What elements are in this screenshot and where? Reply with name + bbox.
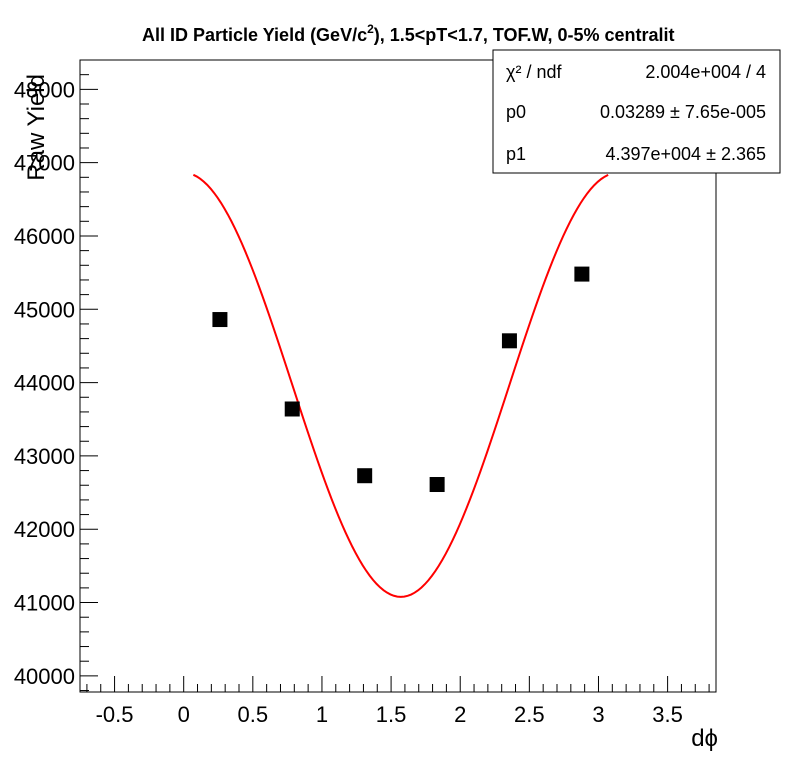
data-points [212,266,590,493]
chart-title: All ID Particle Yield (GeV/c2), 1.5<pT<1… [142,22,675,45]
stats-value-p0: 0.03289 ± 7.65e-005 [600,102,766,122]
x-axis-label: dϕ [691,725,718,752]
stats-box-frame [492,49,781,174]
stats-box: χ² / ndf 2.004e+004 / 4 p0 0.03289 ± 7.6… [492,49,781,174]
x-tick-label: 1 [316,702,328,727]
y-tick-label: 44000 [14,371,75,396]
x-tick-label: 3 [592,702,604,727]
data-point [284,401,300,417]
y-axis-label: Raw Yield [23,74,50,181]
data-point [212,312,228,328]
x-tick-label: 0 [178,702,190,727]
y-tick-label: 45000 [14,297,75,322]
stats-value-p1: 4.397e+004 ± 2.365 [605,144,766,164]
x-tick-label: 1.5 [376,702,407,727]
x-tick-label: 2.5 [514,702,545,727]
y-tick-label: 40000 [14,664,75,689]
x-tick-label: 0.5 [238,702,269,727]
y-tick-label: 47000 [14,151,75,176]
x-axis-ticks [86,676,710,692]
plot-frame [79,59,717,693]
y-tick-label: 46000 [14,224,75,249]
data-point [574,266,590,282]
y-tick-label: 43000 [14,444,75,469]
fit-curve [192,173,609,598]
y-tick-label: 42000 [14,517,75,542]
y-axis-ticks [80,59,98,692]
data-point [429,477,445,493]
x-tick-label: -0.5 [96,702,134,727]
y-tick-labels: 40000 41000 42000 43000 44000 45000 46000 47000… [14,77,75,689]
stats-value-chi2: 2.004e+004 / 4 [645,62,766,82]
x-tick-label: 2 [454,702,466,727]
x-tick-label: 3.5 [652,702,683,727]
data-point [501,333,517,349]
stats-label-chi2: χ² / ndf [506,62,562,82]
y-tick-label: 48000 [14,77,75,102]
stats-label-p1: p1 [506,144,526,164]
stats-label-p0: p0 [506,102,526,122]
y-tick-label: 41000 [14,591,75,616]
x-tick-labels: -0.5 0 0.5 1 1.5 2 2.5 3 3.5 [96,702,683,727]
data-point [357,468,373,484]
